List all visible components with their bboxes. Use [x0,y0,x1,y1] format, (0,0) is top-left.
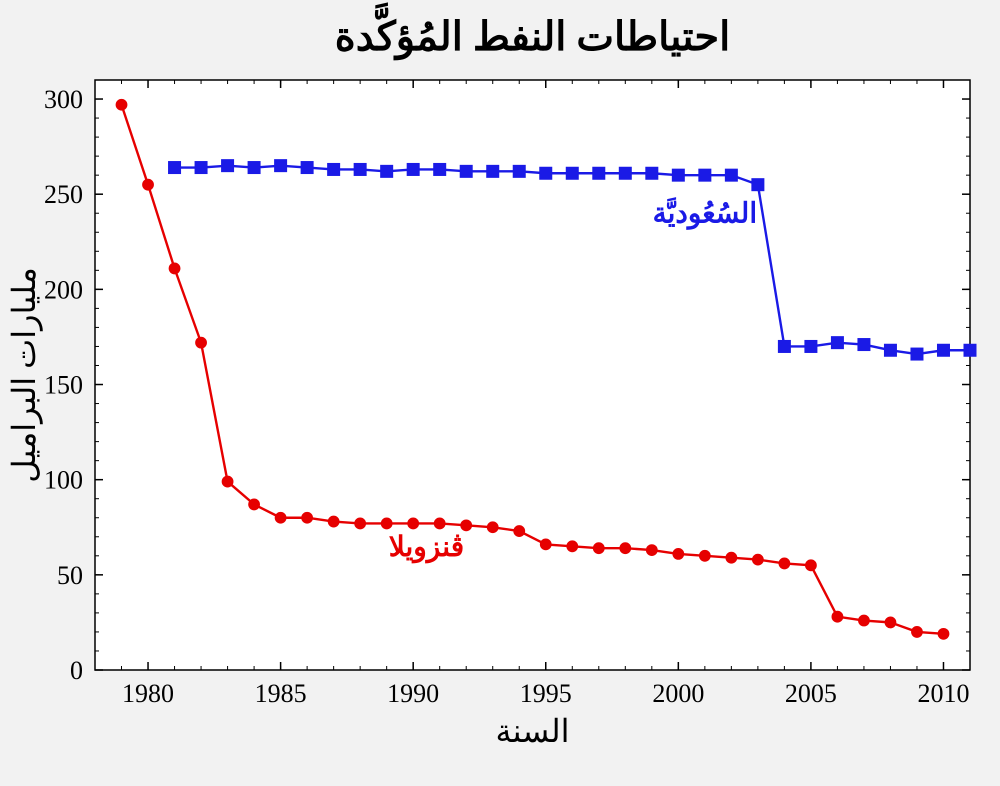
x-tick-label: 1990 [387,679,439,708]
series-marker-venezuela [275,512,286,523]
series-marker-venezuela [222,476,233,487]
series-marker-saudi [222,160,234,172]
x-tick-label: 2005 [785,679,837,708]
oil-reserves-chart: احتياطات النفط المُؤكَّدة198019851990199… [0,0,1000,786]
series-marker-venezuela [752,554,763,565]
series-marker-venezuela [169,263,180,274]
series-marker-saudi [248,162,260,174]
x-tick-label: 1995 [520,679,572,708]
series-marker-saudi [911,348,923,360]
series-marker-saudi [540,167,552,179]
series-marker-venezuela [328,516,339,527]
series-marker-venezuela [487,522,498,533]
series-marker-saudi [381,165,393,177]
series-marker-saudi [513,165,525,177]
series-marker-saudi [964,344,976,356]
series-marker-venezuela [646,545,657,556]
series-marker-saudi [354,163,366,175]
series-marker-saudi [275,160,287,172]
series-marker-venezuela [832,611,843,622]
series-marker-venezuela [859,615,870,626]
x-tick-label: 1980 [122,679,174,708]
series-marker-venezuela [408,518,419,529]
series-marker-venezuela [461,520,472,531]
series-marker-venezuela [355,518,366,529]
series-marker-venezuela [912,627,923,638]
series-marker-saudi [328,163,340,175]
y-tick-label: 100 [44,466,83,495]
series-label-saudi: السُعُوديَّة [653,196,758,230]
series-marker-saudi [301,162,313,174]
series-marker-venezuela [381,518,392,529]
series-marker-saudi [593,167,605,179]
series-marker-saudi [831,337,843,349]
series-marker-venezuela [593,543,604,554]
series-marker-saudi [460,165,472,177]
series-marker-venezuela [143,179,154,190]
series-marker-saudi [566,167,578,179]
series-marker-saudi [195,162,207,174]
series-marker-saudi [487,165,499,177]
series-marker-saudi [434,163,446,175]
y-tick-label: 200 [44,275,83,304]
series-marker-saudi [725,169,737,181]
y-tick-label: 50 [57,561,83,590]
series-marker-saudi [752,179,764,191]
series-marker-venezuela [249,499,260,510]
x-tick-label: 2010 [917,679,969,708]
series-marker-saudi [858,339,870,351]
y-axis-label: مليارات البراميل [6,267,43,482]
y-tick-label: 300 [44,85,83,114]
series-marker-venezuela [567,541,578,552]
series-marker-saudi [778,340,790,352]
series-marker-saudi [937,344,949,356]
series-marker-venezuela [726,552,737,563]
series-marker-saudi [646,167,658,179]
series-marker-venezuela [938,628,949,639]
series-marker-venezuela [302,512,313,523]
series-marker-saudi [805,340,817,352]
series-label-venezuela: ڤنزويلا [389,532,464,564]
series-marker-venezuela [673,549,684,560]
x-tick-label: 1985 [255,679,307,708]
y-tick-label: 0 [70,656,83,685]
series-marker-venezuela [434,518,445,529]
y-tick-label: 150 [44,371,83,400]
x-axis-label: السنة [496,713,570,749]
series-marker-venezuela [196,337,207,348]
y-tick-label: 250 [44,180,83,209]
series-marker-venezuela [116,99,127,110]
series-marker-saudi [699,169,711,181]
series-marker-saudi [407,163,419,175]
series-marker-venezuela [540,539,551,550]
series-marker-venezuela [779,558,790,569]
series-marker-venezuela [699,550,710,561]
x-tick-label: 2000 [652,679,704,708]
series-marker-saudi [619,167,631,179]
series-marker-venezuela [620,543,631,554]
series-marker-saudi [672,169,684,181]
series-marker-venezuela [806,560,817,571]
series-marker-venezuela [885,617,896,628]
series-marker-saudi [884,344,896,356]
series-marker-saudi [169,162,181,174]
series-marker-venezuela [514,526,525,537]
